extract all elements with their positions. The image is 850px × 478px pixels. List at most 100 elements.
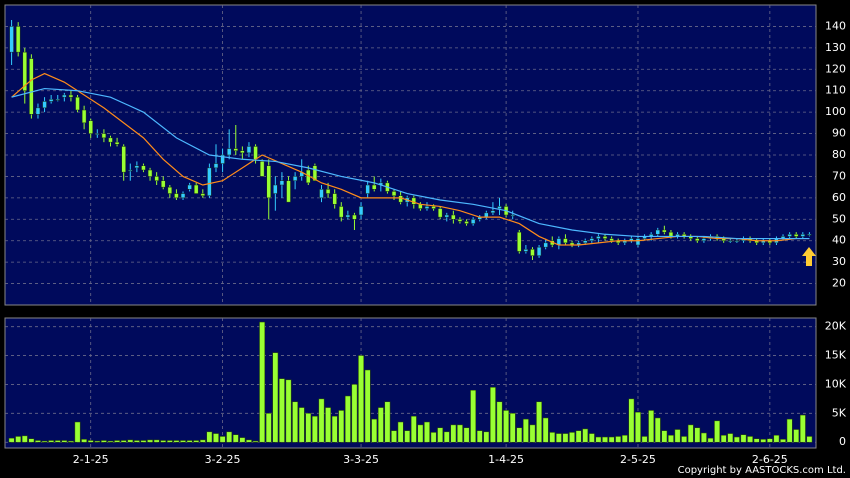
candle-body xyxy=(523,249,529,252)
volume-bar xyxy=(298,407,305,443)
volume-bar xyxy=(450,424,457,443)
price-panel xyxy=(4,4,817,306)
volume-bar xyxy=(509,413,516,443)
x-tick-label: 2-1-25 xyxy=(73,453,109,466)
volume-bar xyxy=(68,440,74,443)
candle-body xyxy=(200,193,206,196)
volume-bar xyxy=(213,433,219,443)
volume-bar xyxy=(114,440,120,443)
volume-bar xyxy=(94,440,101,443)
x-tick-label: 3-3-25 xyxy=(343,453,379,466)
candle-body xyxy=(62,94,67,98)
candle-body xyxy=(437,208,443,218)
y-tick-label: 120 xyxy=(825,62,846,75)
last-price-arrow xyxy=(802,247,816,266)
x-tick-label: 2-5-25 xyxy=(620,453,656,466)
volume-bar xyxy=(595,436,602,443)
volume-bar xyxy=(490,387,496,443)
volume-bar xyxy=(582,428,589,443)
candle-body xyxy=(22,51,28,91)
x-tick-label: 1-4-25 xyxy=(488,453,524,466)
candle-body xyxy=(800,234,806,237)
volume-bar xyxy=(799,414,806,443)
candle-body xyxy=(695,238,700,241)
y-tick-label: 90 xyxy=(832,127,846,140)
volume-bar xyxy=(28,438,35,443)
x-tick-label: 2-6-25 xyxy=(752,453,788,466)
y-tick-label: 50 xyxy=(832,212,846,225)
volume-bar xyxy=(410,415,417,443)
volume-bar xyxy=(206,431,213,443)
candle-body xyxy=(536,246,542,256)
candle-body xyxy=(596,236,601,239)
volume-bar xyxy=(701,432,707,443)
candle-body xyxy=(319,189,324,199)
volume-bar xyxy=(279,378,285,443)
volume-bar xyxy=(569,432,575,443)
volume-bar xyxy=(470,389,477,443)
volume-bar xyxy=(331,415,338,443)
candle-body xyxy=(174,193,179,199)
volume-bar xyxy=(707,437,714,443)
volume-bar xyxy=(443,431,450,443)
y-tick-label: 60 xyxy=(832,191,846,204)
volume-bar xyxy=(199,439,206,443)
candle-body xyxy=(233,148,239,151)
volume-bar xyxy=(351,384,358,443)
candle-body xyxy=(470,219,476,224)
volume-bar xyxy=(226,431,233,443)
candle-body xyxy=(15,26,21,53)
candle-body xyxy=(226,148,232,156)
volume-bar xyxy=(476,430,483,443)
y-tick-label: 30 xyxy=(832,255,846,268)
volume-bar xyxy=(463,427,470,443)
volume-bar xyxy=(714,420,720,443)
volume-bar xyxy=(239,437,246,443)
candle-body xyxy=(29,58,34,115)
volume-bar xyxy=(641,436,648,443)
candle-body xyxy=(141,165,146,171)
volume-bar xyxy=(747,436,753,443)
volume-bar xyxy=(806,436,813,443)
candle-body xyxy=(563,238,568,244)
volume-bar xyxy=(87,440,94,443)
volume-bar xyxy=(753,438,760,443)
candle-body xyxy=(365,184,370,194)
y-tick-label: 20 xyxy=(832,277,846,290)
volume-bar xyxy=(344,395,351,443)
candle-body xyxy=(253,146,258,160)
y-tick-label: 130 xyxy=(825,41,846,54)
candle-body xyxy=(484,212,489,218)
volume-bar xyxy=(773,435,780,443)
y-tick-label: 140 xyxy=(825,19,846,32)
volume-bar xyxy=(522,418,529,443)
candle-body xyxy=(154,176,159,181)
volume-bar xyxy=(305,413,312,443)
volume-bar xyxy=(483,431,490,443)
candle-body xyxy=(431,206,436,209)
candle-body xyxy=(464,221,469,224)
volume-bar xyxy=(318,398,325,443)
volume-bar xyxy=(120,440,127,443)
candle-body xyxy=(180,193,186,199)
volume-bar xyxy=(555,433,562,443)
volume-bar xyxy=(371,418,378,443)
volume-bar xyxy=(325,407,331,443)
volume-bar xyxy=(529,424,536,443)
volume-bar xyxy=(153,439,160,443)
candle-body xyxy=(95,133,100,135)
volume-bar xyxy=(147,439,153,443)
volume-bar xyxy=(173,440,180,443)
candle-body xyxy=(530,249,535,256)
candle-body xyxy=(101,133,107,139)
y-tick-label: 40 xyxy=(832,234,846,247)
volume-bar xyxy=(292,401,299,443)
candle-body xyxy=(734,240,740,242)
volume-panel xyxy=(4,317,817,449)
y-tick-label: 20K xyxy=(825,320,847,333)
candle-body xyxy=(128,169,133,172)
volume-bar xyxy=(21,435,28,443)
volume-bar xyxy=(180,440,186,443)
candle-body xyxy=(372,184,377,190)
candle-body xyxy=(655,229,660,235)
